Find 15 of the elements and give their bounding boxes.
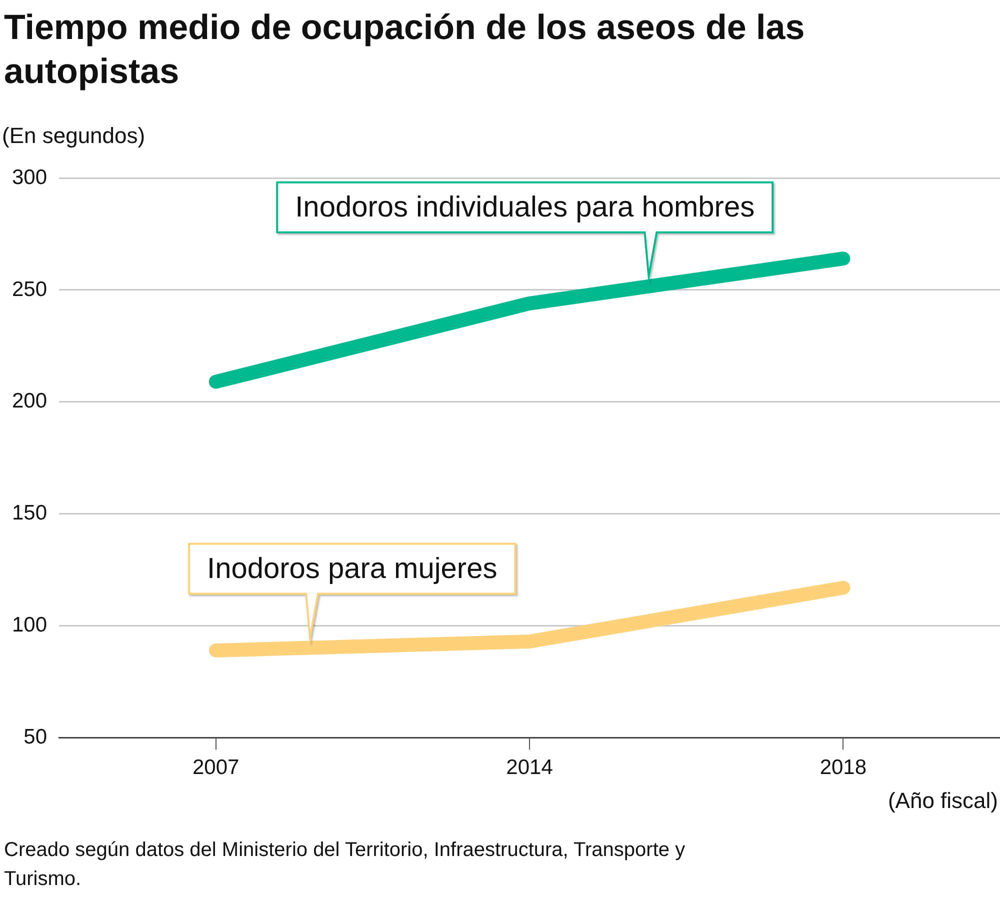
y-tick-label: 150 — [12, 502, 48, 525]
y-tick-label: 200 — [12, 390, 48, 413]
y-tick-label: 100 — [12, 614, 48, 637]
chart-title: Tiempo medio de ocupación de los aseos de las autopistas — [4, 7, 806, 93]
y-tick-label: 250 — [12, 278, 48, 301]
series-label: Inodoros individuales para hombres — [295, 191, 755, 224]
x-tick-label: 2007 — [192, 756, 240, 780]
y-tick-label: 50 — [24, 726, 48, 749]
y-axis-title: (En segundos) — [2, 123, 146, 148]
x-tick-label: 2018 — [820, 756, 867, 780]
x-axis-title: (Año fiscal) — [888, 788, 998, 813]
series-label: Inodoros para mujeres — [207, 552, 498, 585]
y-tick-label: 300 — [12, 166, 48, 189]
text: Creado según datos del Ministerio del Territorio, Infraestructura, Transporte y Turismo. — [4, 838, 686, 892]
x-tick-label: 2014 — [506, 756, 554, 780]
